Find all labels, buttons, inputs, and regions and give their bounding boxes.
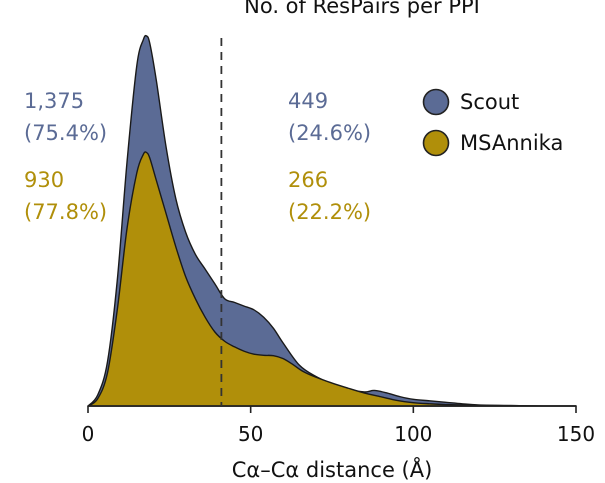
x-axis-label: Cα–Cα distance (Å) (232, 456, 433, 482)
msannika-left-percent: (77.8%) (24, 200, 107, 224)
msannika-right-percent: (22.2%) (288, 200, 371, 224)
legend-msannika-label: MSAnnika (460, 131, 563, 155)
legend: Scout MSAnnika (422, 88, 563, 157)
density-areas (87, 34, 577, 407)
legend-scout-marker (422, 88, 450, 116)
area-scout (87, 34, 577, 407)
scout-right-percent: (24.6%) (288, 121, 371, 145)
legend-msannika-marker (422, 129, 450, 157)
chart-title: No. of ResPairs per PPI (244, 0, 480, 18)
x-tick-label: 50 (238, 422, 263, 446)
x-tick-label: 0 (82, 422, 95, 446)
scout-left-percent: (75.4%) (24, 121, 107, 145)
scout-right-count: 449 (288, 89, 328, 113)
scout-left-count: 1,375 (24, 89, 84, 113)
x-axis-ticks: 0 50 100 150 (82, 406, 595, 446)
area-msannika (87, 151, 577, 407)
msannika-right-count: 266 (288, 168, 328, 192)
msannika-left-count: 930 (24, 168, 64, 192)
x-tick-label: 150 (557, 422, 595, 446)
x-tick-label: 100 (394, 422, 432, 446)
legend-scout-label: Scout (460, 90, 519, 114)
